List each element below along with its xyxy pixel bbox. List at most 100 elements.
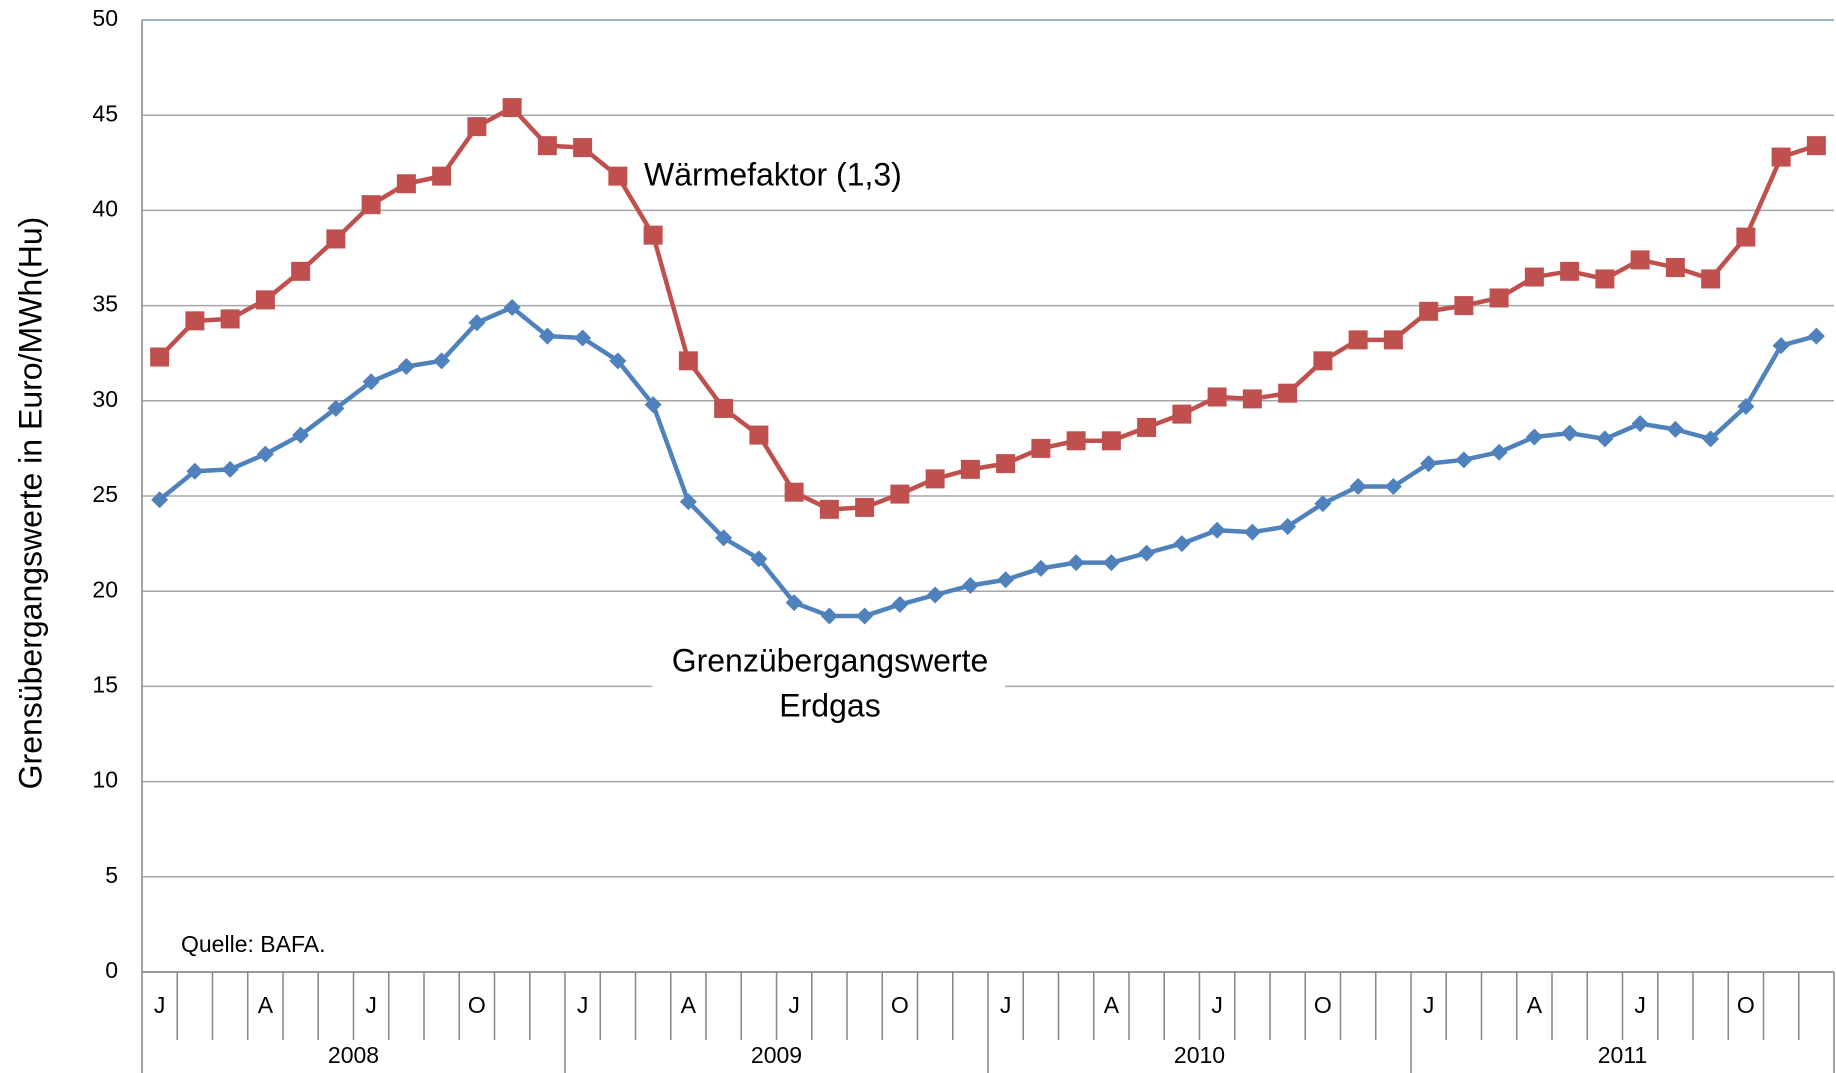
marker [1560,261,1580,281]
marker [433,352,451,370]
marker [926,586,944,604]
marker [502,98,522,118]
x-tick-label: O [468,992,486,1018]
marker [186,462,204,480]
x-tick-label: J [577,992,589,1018]
x-tick-label: J [1000,992,1012,1018]
x-tick-label: J [1211,992,1223,1018]
marker [608,166,628,186]
marker [714,398,734,418]
marker [432,166,452,186]
marker [1419,301,1439,321]
year-label: 2008 [328,1042,379,1068]
marker [820,607,838,625]
marker [220,309,240,329]
series-line [158,305,1817,619]
marker [1420,455,1438,473]
marker [819,499,839,519]
marker [785,594,803,612]
marker [961,576,979,594]
marker [1173,535,1191,553]
marker [925,469,945,489]
marker [1806,136,1826,156]
y-tick-label: 20 [92,576,118,602]
marker [1596,430,1614,448]
marker [891,596,909,614]
marker [1348,330,1368,350]
marker [1314,495,1332,513]
marker [1278,383,1298,403]
marker [784,482,804,502]
marker [397,358,415,376]
y-tick-label: 45 [92,100,118,126]
marker [1489,288,1509,308]
marker [1032,559,1050,577]
marker [1207,387,1227,407]
x-tick-label: A [1104,992,1120,1018]
marker [1384,477,1402,495]
marker [1665,258,1685,278]
marker [292,426,310,444]
marker [537,136,557,156]
marker [997,571,1015,589]
marker [503,299,521,317]
marker [1279,517,1297,535]
x-tick-label: J [1423,992,1435,1018]
year-label: 2011 [1598,1042,1647,1068]
marker [185,311,205,331]
marker [643,225,663,245]
marker [256,445,274,463]
x-tick-label: O [891,992,909,1018]
marker [1383,330,1403,350]
x-tick-label: O [1314,992,1332,1018]
marker [890,484,910,504]
x-tick-label: J [1634,992,1646,1018]
marker [1067,554,1085,572]
marker [538,327,556,345]
marker [1736,227,1756,247]
series-annotation: Wärmefaktor (1,3) [644,156,902,192]
marker [1561,424,1579,442]
marker [255,290,275,310]
x-tick-label: A [1527,992,1543,1018]
y-tick-label: 25 [92,481,118,507]
marker [1595,269,1615,289]
marker [644,396,662,414]
marker [996,454,1016,474]
marker [221,460,239,478]
y-axis-title: Grensübergangswerte in Euro/MWh(Hu) [12,217,48,790]
year-label: 2009 [751,1042,802,1068]
y-tick-label: 40 [92,195,118,221]
marker [1243,523,1261,541]
marker [327,399,345,417]
marker [1490,443,1508,461]
marker [715,529,733,547]
y-tick-label: 10 [92,767,118,793]
marker [150,347,170,367]
marker [679,493,697,511]
series-annotation: Grenzübergangswerte [672,642,989,678]
marker [361,195,381,215]
marker [1102,554,1120,572]
marker [1031,438,1051,458]
marker [1172,404,1192,424]
series-line [158,105,1818,512]
source-note: Quelle: BAFA. [181,931,325,957]
marker [151,491,169,509]
marker [1455,451,1473,469]
marker [1524,267,1544,287]
marker [1101,431,1121,451]
y-tick-label: 35 [92,291,118,317]
x-tick-label: A [258,992,274,1018]
marker [1701,269,1721,289]
y-tick-label: 0 [105,957,118,983]
series-annotation: Erdgas [779,687,880,723]
marker [574,329,592,347]
x-tick-label: J [788,992,800,1018]
y-tick-label: 15 [92,671,118,697]
marker [960,459,980,479]
marker [467,117,487,137]
x-tick-label: A [681,992,697,1018]
marker [1208,521,1226,539]
